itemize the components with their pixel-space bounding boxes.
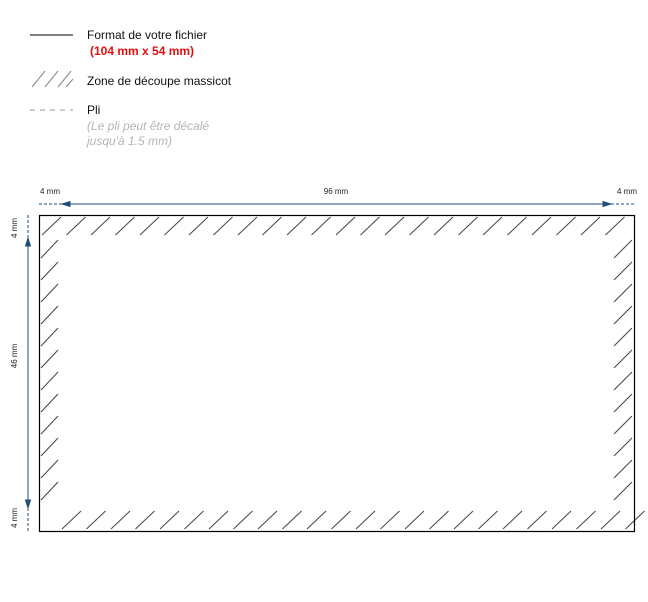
hatch-line <box>110 510 131 530</box>
hatch-line <box>233 510 253 530</box>
dim-left-center: 46 mm <box>10 343 19 368</box>
hatch-line <box>613 261 633 281</box>
hatch-line <box>556 216 576 236</box>
hatch-line <box>40 371 59 391</box>
hatch-line <box>40 327 59 347</box>
hatch-line <box>286 216 307 236</box>
legend-hatch-icon <box>31 70 74 88</box>
hatch-line <box>613 239 633 259</box>
hatch-line <box>576 510 596 530</box>
dim-top-left: 4 mm <box>40 187 60 196</box>
hatch-line <box>605 216 625 236</box>
hatch-line <box>86 510 106 530</box>
hatch-line <box>355 510 376 530</box>
hatch-line <box>384 216 405 236</box>
legend-format-size: (104 mm x 54 mm) <box>90 44 195 58</box>
hatch-line <box>613 283 633 303</box>
dim-top-center: 96 mm <box>324 187 349 196</box>
hatch-line <box>613 393 633 413</box>
cut-zone-hatching <box>40 216 645 530</box>
hatch-line <box>115 216 135 236</box>
hatch-line <box>551 510 572 530</box>
hatch-line <box>40 239 59 259</box>
hatch-line <box>61 510 82 530</box>
hatch-line <box>90 216 111 236</box>
hatch-line <box>502 510 523 530</box>
hatch-line <box>613 305 633 325</box>
hatch-line <box>40 261 59 281</box>
hatch-line <box>429 510 449 530</box>
hatch-line <box>159 510 180 530</box>
hatch-line <box>331 510 351 530</box>
hatch-line <box>613 371 633 391</box>
hatch-line <box>531 216 552 236</box>
hatch-line <box>613 481 633 501</box>
hatch-line <box>40 481 59 501</box>
vertical-dimension <box>24 215 32 531</box>
hatch-line <box>40 349 59 369</box>
legend-cut-zone-label: Zone de découpe massicot <box>87 74 232 88</box>
hatch-line <box>208 510 229 530</box>
hatch-line <box>237 216 258 236</box>
hatch-line <box>453 510 474 530</box>
hatch-line <box>40 437 59 457</box>
hatch-line <box>613 459 633 479</box>
hatch-line <box>613 437 633 457</box>
hatch-line <box>66 216 86 236</box>
hatch-line <box>433 216 454 236</box>
hatch-line <box>213 216 233 236</box>
file-format-border <box>38 214 636 533</box>
hatch-line <box>40 393 59 413</box>
hatch-line <box>40 305 59 325</box>
hatch-line <box>409 216 429 236</box>
dim-left-top: 4 mm <box>10 218 19 238</box>
hatch-line <box>306 510 327 530</box>
hatch-line <box>404 510 425 530</box>
hatch-line <box>613 327 633 347</box>
legend-fold-label: Pli <box>87 103 101 117</box>
hatch-line <box>139 216 160 236</box>
dim-top-right: 4 mm <box>617 187 637 196</box>
hatch-line <box>600 510 621 530</box>
hatch-line <box>40 415 59 435</box>
hatch-line <box>40 283 59 303</box>
hatch-line <box>613 349 633 369</box>
hatch-line <box>164 216 184 236</box>
hatch-line <box>380 510 400 530</box>
hatch-line <box>335 216 356 236</box>
hatch-line <box>262 216 282 236</box>
hatch-line <box>527 510 547 530</box>
horizontal-dimension <box>39 200 634 208</box>
hatch-line <box>41 216 62 236</box>
hatch-line <box>135 510 155 530</box>
hatch-line <box>188 216 209 236</box>
hatch-line <box>40 459 59 479</box>
legend-format-label: Format de votre fichier <box>87 28 208 42</box>
hatch-line <box>478 510 498 530</box>
hatch-line <box>458 216 478 236</box>
hatch-line <box>257 510 278 530</box>
hatch-line <box>507 216 527 236</box>
hatch-line <box>580 216 601 236</box>
hatch-line <box>360 216 380 236</box>
dim-left-bottom: 4 mm <box>10 508 19 528</box>
hatch-line <box>311 216 331 236</box>
hatch-line <box>613 415 633 435</box>
hatch-line <box>482 216 503 236</box>
hatch-line <box>184 510 204 530</box>
legend-fold-note: (Le pli peut être décalé jusqu'à 1.5 mm) <box>87 119 210 148</box>
hatch-line <box>282 510 302 530</box>
